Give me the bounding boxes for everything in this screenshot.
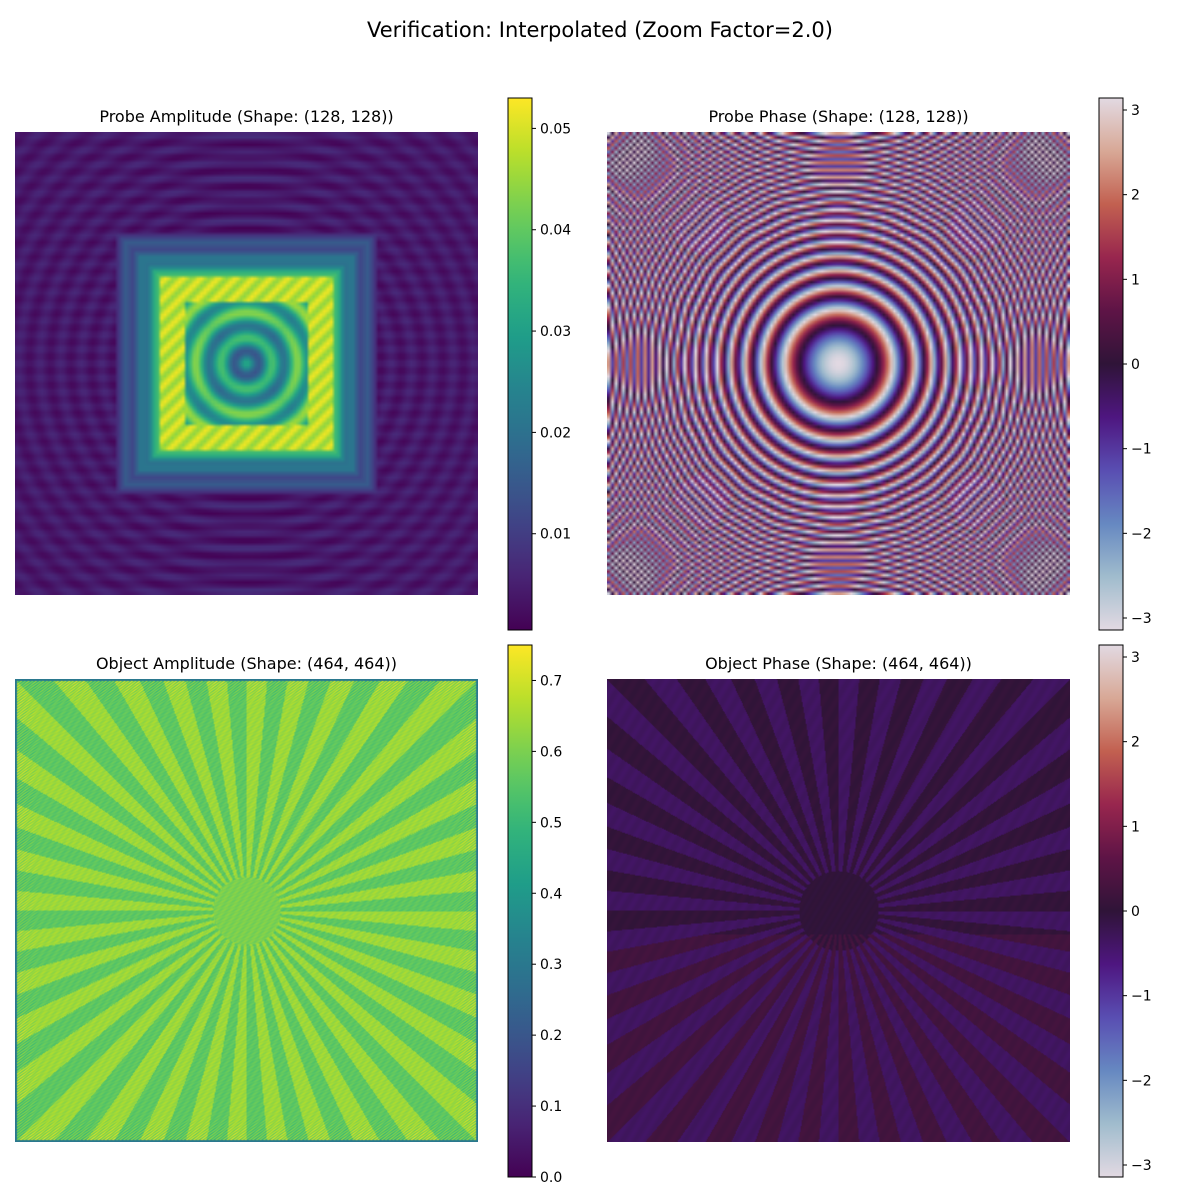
object-amplitude-colorbar-tick-label: 0.4 — [540, 886, 562, 902]
object-phase-colorbar-tick-label: −1 — [1131, 989, 1152, 1005]
object-phase-title: Object Phase (Shape: (464, 464)) — [705, 654, 972, 673]
probe-amplitude-colorbar-tick-label: 0.03 — [540, 324, 571, 340]
probe-amplitude-colorbar-bar — [507, 97, 533, 631]
object-phase-colorbar-tick-label: 3 — [1131, 650, 1140, 666]
probe-phase-image — [607, 132, 1070, 595]
object-amplitude-colorbar-tick-label: 0.1 — [540, 1099, 562, 1115]
probe-phase-colorbar-tick-label: 3 — [1131, 103, 1140, 119]
probe-phase-colorbar-tick-label: −2 — [1131, 526, 1152, 542]
probe-phase-colorbar-tick-label: −1 — [1131, 442, 1152, 458]
object-amplitude-colorbar-tick-label: 0.5 — [540, 815, 562, 831]
object-amplitude-colorbar-tick-label: 0.6 — [540, 744, 562, 760]
probe-phase-title: Probe Phase (Shape: (128, 128)) — [708, 107, 969, 126]
probe-phase-colorbar-tick-label: −3 — [1131, 611, 1152, 627]
probe-amplitude-image — [15, 132, 478, 595]
probe-amplitude-colorbar-tick-label: 0.02 — [540, 425, 571, 441]
object-phase-colorbar-tick-label: −2 — [1131, 1073, 1152, 1089]
object-amplitude-colorbar-tick-label: 0.7 — [540, 673, 562, 689]
object-amplitude-colorbar-tick-label: 0.3 — [540, 957, 562, 973]
figure-title: Verification: Interpolated (Zoom Factor=… — [367, 18, 833, 42]
probe-amplitude-colorbar-tick-label: 0.05 — [540, 121, 571, 137]
object-phase-image — [607, 679, 1070, 1142]
probe-phase-colorbar-tick-label: 1 — [1131, 272, 1140, 288]
object-phase-colorbar-tick-label: −3 — [1131, 1158, 1152, 1174]
probe-phase-colorbar-tick-label: 2 — [1131, 188, 1140, 204]
object-phase-colorbar-tick-label: 0 — [1131, 904, 1140, 920]
probe-amplitude-colorbar-tick-label: 0.04 — [540, 223, 571, 239]
object-amplitude-colorbar-bar — [507, 644, 533, 1178]
object-phase-colorbar-tick-label: 2 — [1131, 735, 1140, 751]
probe-phase-colorbar-bar — [1098, 97, 1124, 631]
object-amplitude-colorbar: 0.0 0.1 0.2 0.3 0.4 0.5 0.6 0.7 — [507, 644, 562, 1186]
probe-amplitude-colorbar-tick-label: 0.01 — [540, 527, 571, 543]
object-phase-colorbar-tick-label: 1 — [1131, 819, 1140, 835]
probe-amplitude-title: Probe Amplitude (Shape: (128, 128)) — [99, 107, 394, 126]
object-amplitude-colorbar-tick-label: 0.0 — [540, 1170, 562, 1186]
object-phase-colorbar-bar — [1098, 644, 1124, 1178]
object-amplitude-title: Object Amplitude (Shape: (464, 464)) — [95, 654, 398, 673]
probe-phase-colorbar-tick-label: 0 — [1131, 357, 1140, 373]
object-amplitude-image — [15, 679, 478, 1142]
object-phase-colorbar: −3 −2 −1 0 1 2 3 — [1098, 644, 1152, 1178]
object-amplitude-colorbar-tick-label: 0.2 — [540, 1028, 562, 1044]
probe-amplitude-colorbar: 0.01 0.02 0.03 0.04 0.05 — [507, 97, 571, 631]
probe-phase-colorbar: −3 −2 −1 0 1 2 3 — [1098, 97, 1152, 631]
